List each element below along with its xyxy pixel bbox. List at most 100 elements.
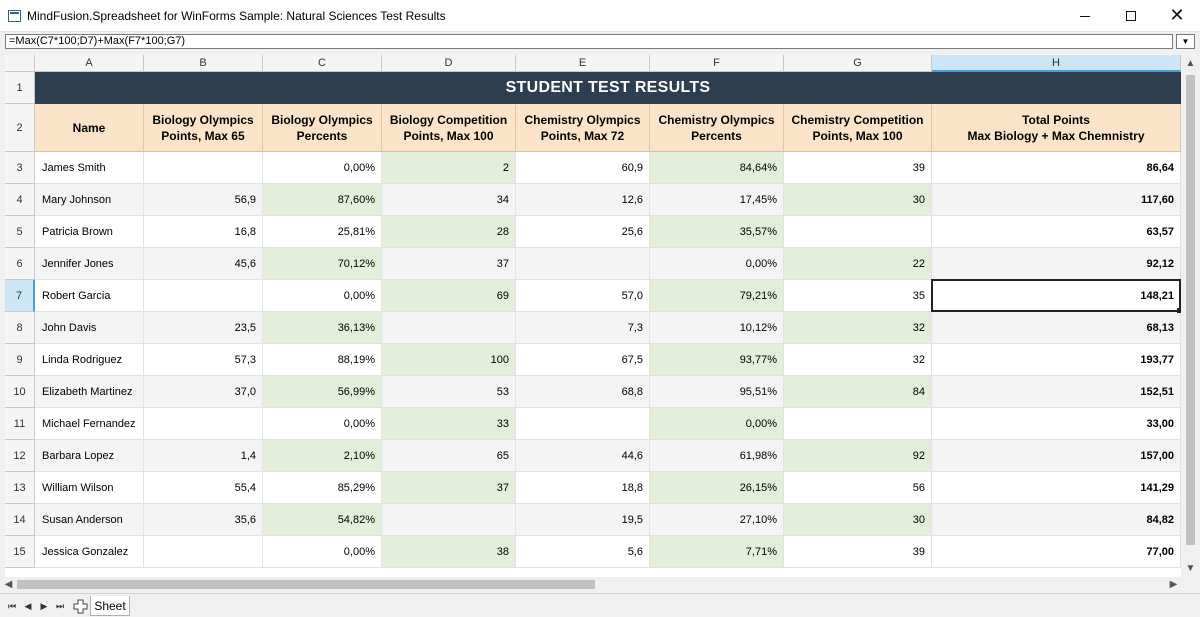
column-header-d[interactable]: D [382,55,516,72]
column-title-g[interactable]: Chemistry Competition Points, Max 100 [784,104,932,152]
vertical-scrollbar[interactable]: ▲ ▼ [1182,55,1199,577]
cell-g9[interactable]: 32 [784,344,932,376]
cell-b15[interactable] [144,536,263,568]
cell-a12[interactable]: Barbara Lopez [35,440,144,472]
cell-d11[interactable]: 33 [382,408,516,440]
row-header-9[interactable]: 9 [5,344,35,376]
cell-a4[interactable]: Mary Johnson [35,184,144,216]
row-header-1[interactable]: 1 [5,72,35,104]
cell-c6[interactable]: 70,12% [263,248,382,280]
cell-b6[interactable]: 45,6 [144,248,263,280]
cell-f15[interactable]: 7,71% [650,536,784,568]
column-title-h[interactable]: Total Points Max Biology + Max Chemnistr… [932,104,1181,152]
cell-h7[interactable]: 148,21 [932,280,1181,312]
add-sheet-button[interactable] [72,598,89,614]
horizontal-scrollbar[interactable]: ◀ ▶ [0,577,1182,592]
cell-d9[interactable]: 100 [382,344,516,376]
cell-e13[interactable]: 18,8 [516,472,650,504]
scroll-right-icon[interactable]: ▶ [1169,579,1178,590]
row-header-15[interactable]: 15 [5,536,35,568]
first-sheet-icon[interactable]: ⏮ [7,600,17,611]
cell-h9[interactable]: 193,77 [932,344,1181,376]
cell-b7[interactable] [144,280,263,312]
cell-h3[interactable]: 86,64 [932,152,1181,184]
cell-d5[interactable]: 28 [382,216,516,248]
cell-h6[interactable]: 92,12 [932,248,1181,280]
cell-f3[interactable]: 84,64% [650,152,784,184]
row-header-12[interactable]: 12 [5,440,35,472]
vertical-scroll-thumb[interactable] [1186,75,1195,545]
cell-c11[interactable]: 0,00% [263,408,382,440]
cell-g3[interactable]: 39 [784,152,932,184]
cell-h13[interactable]: 141,29 [932,472,1181,504]
cell-f11[interactable]: 0,00% [650,408,784,440]
cell-b14[interactable]: 35,6 [144,504,263,536]
next-sheet-icon[interactable]: ▶ [40,600,48,611]
column-header-g[interactable]: G [784,55,932,72]
column-title-b[interactable]: Biology Olympics Points, Max 65 [144,104,263,152]
cell-h15[interactable]: 77,00 [932,536,1181,568]
row-header-3[interactable]: 3 [5,152,35,184]
cell-h5[interactable]: 63,57 [932,216,1181,248]
cell-c3[interactable]: 0,00% [263,152,382,184]
column-title-c[interactable]: Biology Olympics Percents [263,104,382,152]
scroll-up-icon[interactable]: ▲ [1185,58,1196,69]
cell-d13[interactable]: 37 [382,472,516,504]
row-header-7[interactable]: 7 [5,280,35,312]
cell-d10[interactable]: 53 [382,376,516,408]
cell-d6[interactable]: 37 [382,248,516,280]
cell-g4[interactable]: 30 [784,184,932,216]
last-sheet-icon[interactable]: ⏭ [55,600,65,611]
cell-g10[interactable]: 84 [784,376,932,408]
row-header-10[interactable]: 10 [5,376,35,408]
cell-a6[interactable]: Jennifer Jones [35,248,144,280]
cell-g14[interactable]: 30 [784,504,932,536]
close-button[interactable]: ✕ [1154,0,1200,32]
cell-e8[interactable]: 7,3 [516,312,650,344]
column-header-c[interactable]: C [263,55,382,72]
column-title-d[interactable]: Biology Competition Points, Max 100 [382,104,516,152]
cell-f13[interactable]: 26,15% [650,472,784,504]
cell-b3[interactable] [144,152,263,184]
column-title-f[interactable]: Chemistry Olympics Percents [650,104,784,152]
column-title-e[interactable]: Chemistry Olympics Points, Max 72 [516,104,650,152]
cell-e11[interactable] [516,408,650,440]
cell-e7[interactable]: 57,0 [516,280,650,312]
cell-h8[interactable]: 68,13 [932,312,1181,344]
cell-a7[interactable]: Robert Garcia [35,280,144,312]
cell-f4[interactable]: 17,45% [650,184,784,216]
cell-d15[interactable]: 38 [382,536,516,568]
scroll-down-icon[interactable]: ▼ [1185,563,1196,574]
cell-c14[interactable]: 54,82% [263,504,382,536]
cell-a11[interactable]: Michael Fernandez [35,408,144,440]
sheet-title-cell[interactable]: STUDENT TEST RESULTS [35,72,1181,104]
cell-b10[interactable]: 37,0 [144,376,263,408]
cell-a15[interactable]: Jessica Gonzalez [35,536,144,568]
formula-input[interactable]: =Max(C7*100;D7)+Max(F7*100;G7) [5,34,1173,49]
row-header-13[interactable]: 13 [5,472,35,504]
column-header-a[interactable]: A [35,55,144,72]
cell-a3[interactable]: James Smith [35,152,144,184]
cell-a8[interactable]: John Davis [35,312,144,344]
cell-g12[interactable]: 92 [784,440,932,472]
sheet-tab[interactable]: Sheet [90,596,130,616]
cell-d14[interactable] [382,504,516,536]
prev-sheet-icon[interactable]: ◀ [24,600,32,611]
cell-d7[interactable]: 69 [382,280,516,312]
maximize-button[interactable] [1108,0,1154,32]
cell-a5[interactable]: Patricia Brown [35,216,144,248]
cell-g15[interactable]: 39 [784,536,932,568]
column-header-h[interactable]: H [932,55,1181,72]
row-header-2[interactable]: 2 [5,104,35,152]
cell-f5[interactable]: 35,57% [650,216,784,248]
cell-e4[interactable]: 12,6 [516,184,650,216]
cell-g8[interactable]: 32 [784,312,932,344]
cell-c9[interactable]: 88,19% [263,344,382,376]
fill-handle[interactable] [1177,308,1181,313]
row-header-11[interactable]: 11 [5,408,35,440]
cell-a14[interactable]: Susan Anderson [35,504,144,536]
cell-d12[interactable]: 65 [382,440,516,472]
cell-b8[interactable]: 23,5 [144,312,263,344]
cell-e9[interactable]: 67,5 [516,344,650,376]
cell-c12[interactable]: 2,10% [263,440,382,472]
